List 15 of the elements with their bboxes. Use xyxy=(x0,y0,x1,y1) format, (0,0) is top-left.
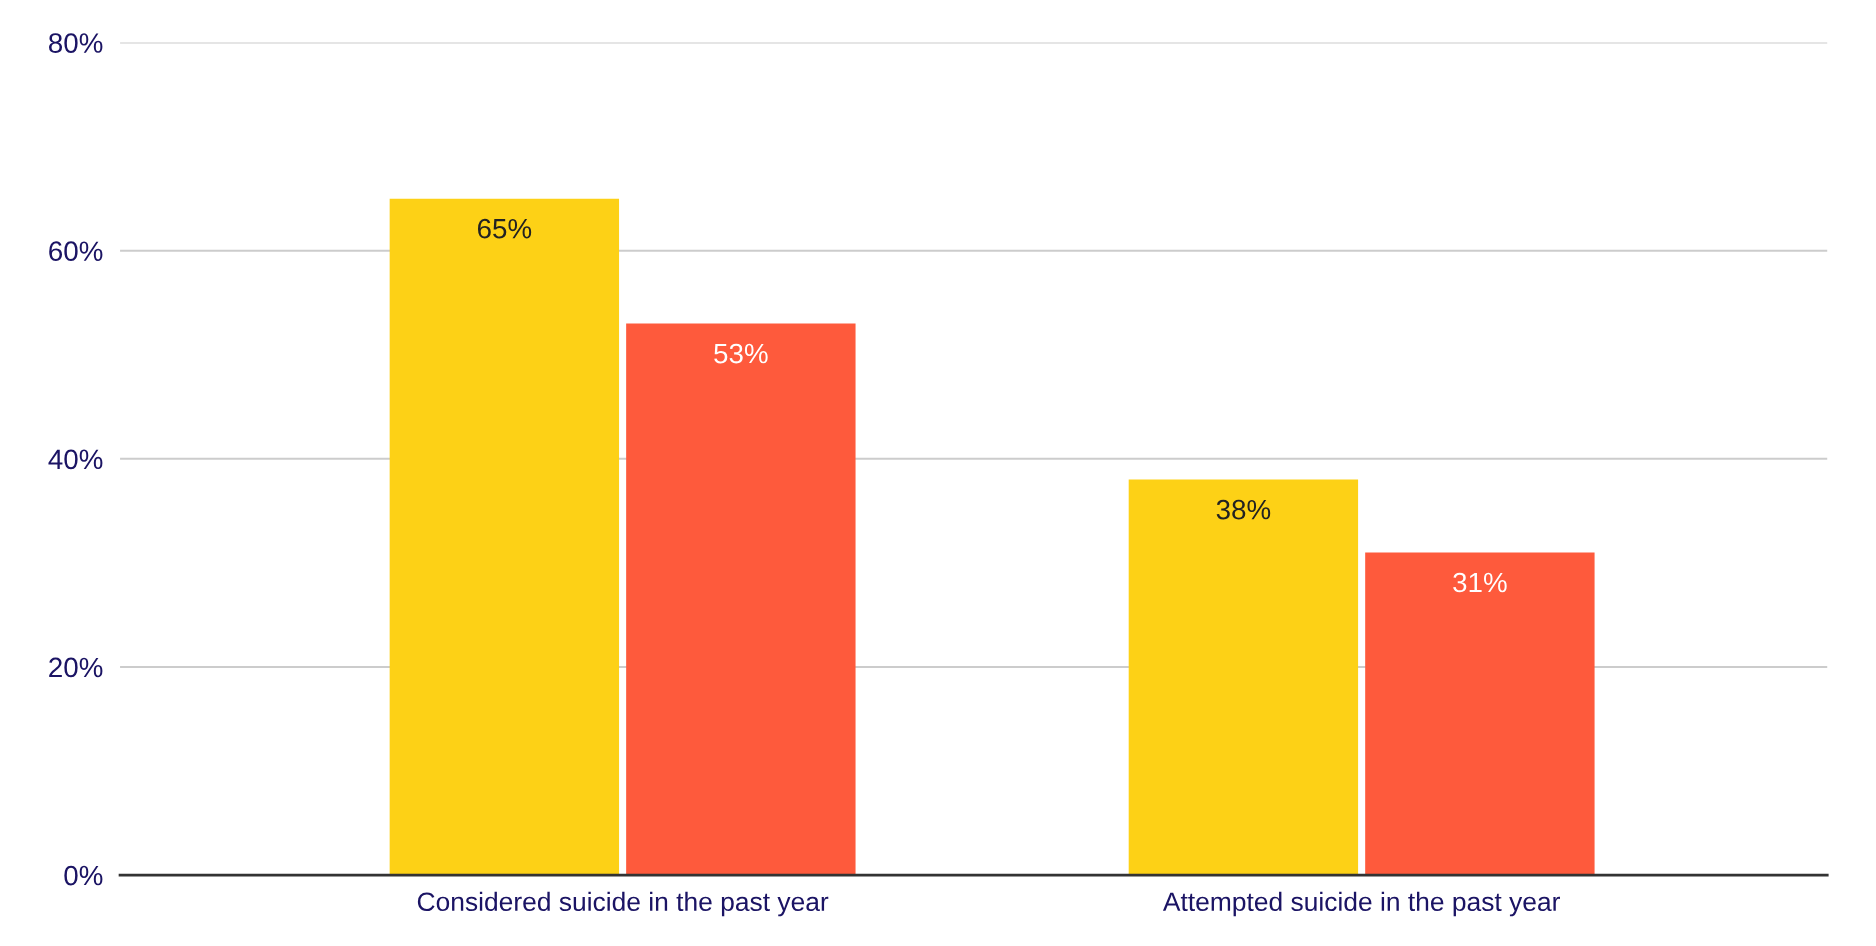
data-label: 53% xyxy=(714,343,768,364)
data-label: 38% xyxy=(1216,499,1271,520)
bar xyxy=(1128,479,1359,876)
y-tick-label: 40% xyxy=(48,449,103,470)
bar xyxy=(626,323,856,876)
data-label: 65% xyxy=(477,218,532,239)
bar xyxy=(389,198,620,876)
y-tick-label: 20% xyxy=(49,657,103,678)
x-tick-label: Attempted suicide in the past year xyxy=(1162,891,1560,917)
y-tick-label: 60% xyxy=(49,241,103,262)
y-tick-label: 80% xyxy=(49,33,103,53)
bar xyxy=(1365,552,1595,876)
data-label: 31% xyxy=(1453,572,1507,593)
x-tick-label: Considered suicide in the past year xyxy=(417,891,829,917)
y-tick-label: 0% xyxy=(64,865,103,886)
